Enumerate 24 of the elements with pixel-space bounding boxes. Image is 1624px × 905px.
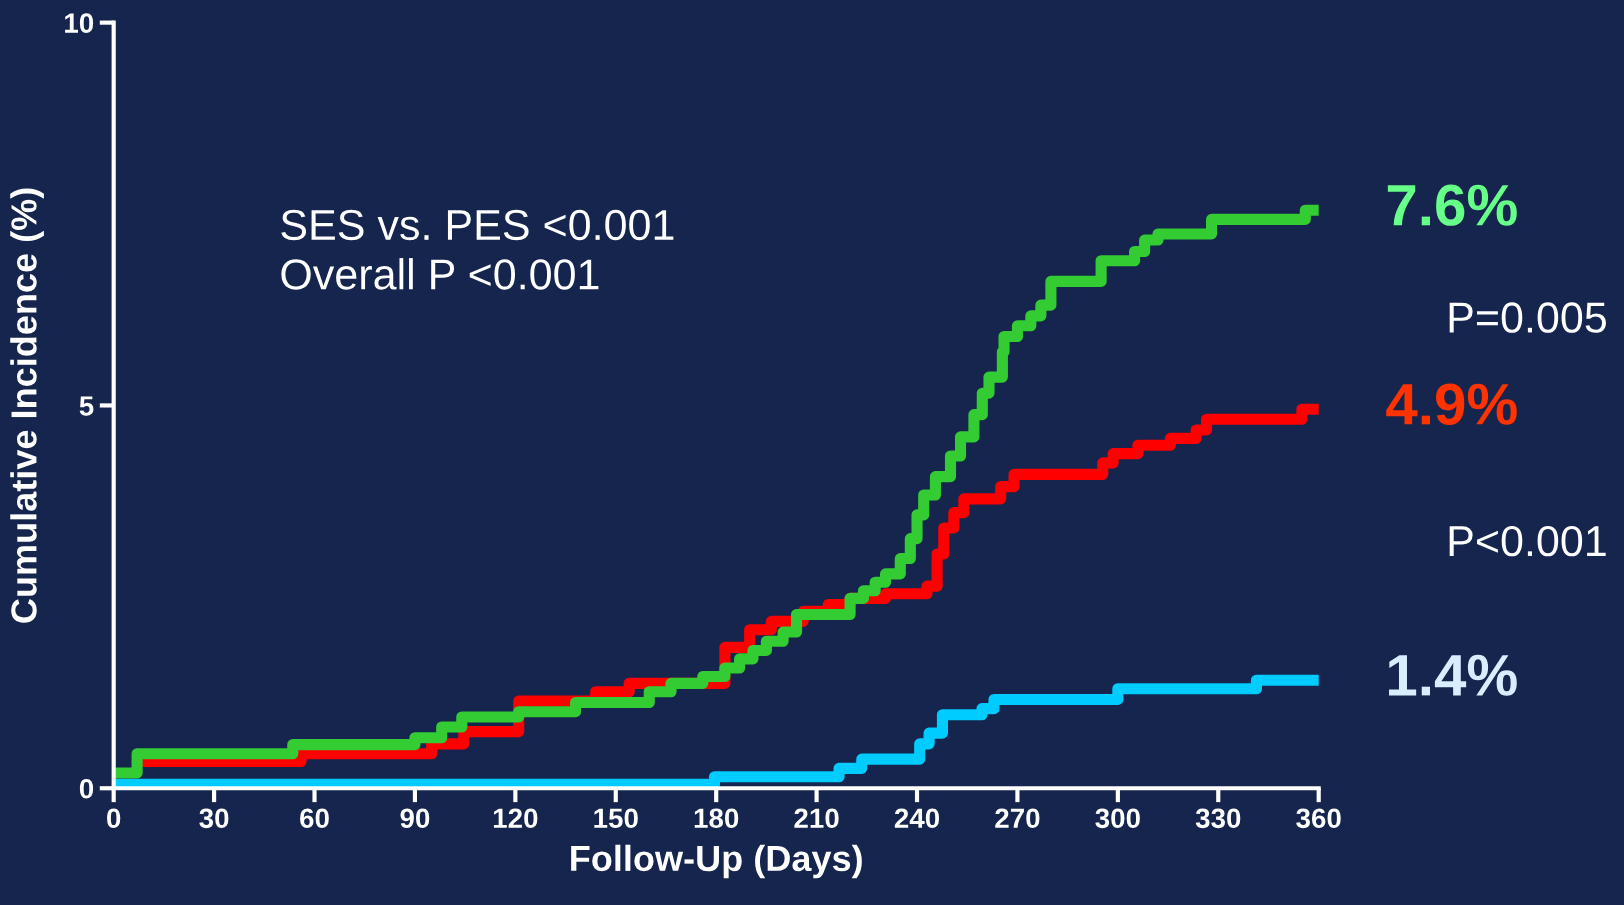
- x-tick-label: 60: [300, 808, 329, 829]
- y-tick-label: 5: [79, 396, 94, 416]
- y-tick-label: 0: [79, 778, 94, 799]
- x-tick-label: 270: [995, 808, 1040, 829]
- x-tick-label: 180: [694, 808, 739, 829]
- text: P=0.005: [1449, 302, 1606, 333]
- y-axis-title: Cumulative Incidence (%): [10, 188, 44, 623]
- x-tick-label: 90: [400, 808, 430, 829]
- x-tick-label: 120: [493, 808, 538, 829]
- text: 1.4%: [1389, 654, 1517, 696]
- x-tick-label: 150: [594, 808, 638, 829]
- text: P<0.001: [1449, 525, 1606, 557]
- x-tick-label: 210: [794, 808, 839, 829]
- x-tick-label: 360: [1296, 808, 1341, 829]
- text: 4.9%: [1386, 383, 1517, 425]
- x-tick-label: 0: [107, 808, 121, 829]
- x-tick-label: 300: [1095, 808, 1140, 829]
- annotation: SES vs. PES <0.001 Overall P <0.001: [281, 209, 674, 290]
- y-tick-label: 10: [65, 13, 94, 33]
- x-tick-label: 240: [894, 808, 940, 829]
- x-axis-title: Follow-Up (Days): [571, 844, 862, 879]
- x-tick-label: 30: [199, 808, 229, 829]
- text: 7.6%: [1387, 184, 1517, 226]
- x-tick-label: 330: [1195, 808, 1241, 829]
